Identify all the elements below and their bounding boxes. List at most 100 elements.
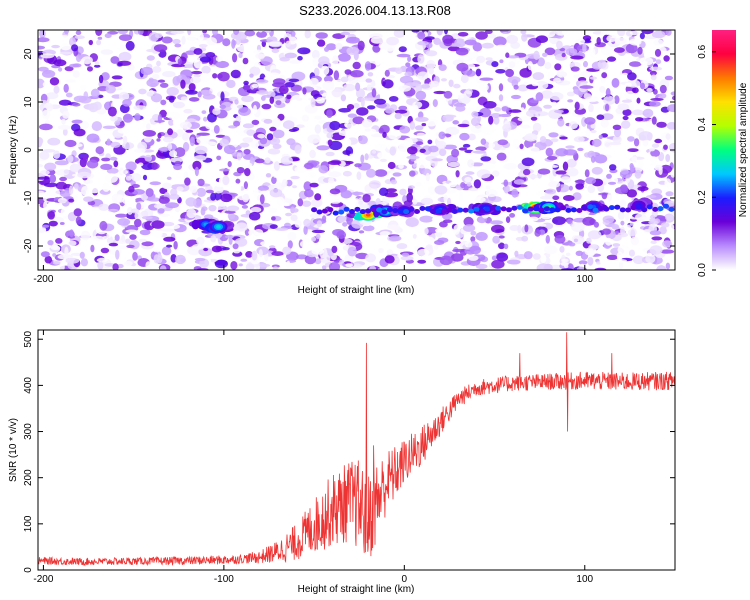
- heatmap-cell: [534, 162, 541, 168]
- heatmap-cell: [322, 80, 335, 91]
- heatmap-cell: [148, 32, 160, 42]
- heatmap-cell: [97, 36, 103, 40]
- heatmap-cell: [238, 52, 243, 59]
- heatmap-cell: [443, 114, 457, 119]
- x-tick-label: -100: [214, 574, 234, 585]
- heatmap-cell: [409, 121, 416, 130]
- heatmap-cell: [309, 149, 316, 159]
- heatmap-cell: [236, 167, 245, 174]
- heatmap-cell: [624, 211, 630, 221]
- heatmap-cell: [87, 184, 102, 194]
- heatmap-cell: [269, 245, 276, 249]
- heatmap-cell: [649, 163, 659, 167]
- heatmap-cell: [481, 125, 496, 135]
- heatmap-cell: [523, 251, 533, 260]
- heatmap-ridge-cell: [652, 206, 659, 212]
- heatmap-cell: [485, 189, 498, 197]
- heatmap-cell: [216, 155, 222, 161]
- heatmap-cell: [343, 83, 356, 92]
- heatmap-cell: [533, 50, 540, 60]
- heatmap-cell: [378, 247, 384, 254]
- heatmap-cell: [603, 95, 616, 105]
- heatmap-cell: [328, 177, 335, 184]
- heatmap-cell: [62, 254, 73, 258]
- heatmap-cell: [531, 82, 539, 87]
- heatmap-cell: [227, 212, 236, 220]
- heatmap-cell: [454, 38, 466, 48]
- heatmap-cell: [601, 192, 608, 200]
- heatmap-cell: [572, 192, 582, 201]
- heatmap-cell: [659, 84, 667, 94]
- heatmap-cell: [287, 240, 293, 249]
- heatmap-cell: [129, 234, 137, 240]
- heatmap-ridge-cell: [598, 206, 604, 211]
- heatmap-cell: [150, 93, 163, 103]
- heatmap-cell: [60, 207, 68, 217]
- heatmap-cell: [378, 127, 384, 134]
- heatmap-ridge-cell: [468, 208, 475, 214]
- heatmap-cell: [38, 45, 45, 50]
- heatmap-cell: [404, 71, 413, 77]
- heatmap-cell: [663, 55, 670, 62]
- heatmap-cell: [475, 68, 482, 77]
- heatmap-cell: [415, 196, 420, 200]
- heatmap-cell: [629, 249, 635, 257]
- heatmap-cell: [414, 104, 419, 113]
- heatmap-cell: [624, 224, 631, 231]
- heatmap-cell: [59, 262, 65, 270]
- heatmap-cell: [310, 90, 320, 97]
- heatmap-cell: [236, 159, 250, 167]
- heatmap-cell: [470, 124, 483, 134]
- heatmap-ridge-cell: [657, 206, 664, 212]
- heatmap-cell: [151, 220, 165, 229]
- colorbar-label: Normalized spectral amplitude: [738, 82, 749, 217]
- heatmap-cell: [292, 185, 297, 189]
- heatmap-cell: [654, 48, 662, 57]
- heatmap-cell: [315, 97, 325, 104]
- heatmap-ridge-cell: [533, 206, 540, 212]
- heatmap-cell: [548, 181, 561, 188]
- heatmap-cell: [479, 77, 494, 81]
- heatmap-cell: [244, 168, 251, 177]
- heatmap-cell: [455, 105, 466, 112]
- heatmap-cell: [649, 230, 662, 236]
- heatmap-cell: [574, 179, 586, 184]
- heatmap-cell: [587, 185, 596, 194]
- heatmap-cell: [398, 85, 412, 92]
- heatmap-cell: [275, 100, 282, 106]
- heatmap-cell: [367, 72, 374, 77]
- heatmap-cell: [632, 87, 639, 94]
- heatmap-cell: [384, 69, 390, 77]
- heatmap-cell: [42, 82, 48, 87]
- heatmap-cell: [614, 95, 620, 104]
- heatmap-cell: [579, 85, 594, 89]
- heatmap-cell: [405, 217, 419, 228]
- heatmap-cell: [411, 30, 420, 33]
- heatmap-cell: [86, 133, 100, 143]
- heatmap-cell: [83, 196, 94, 202]
- heatmap-cell: [361, 119, 373, 128]
- heatmap-ridge-cell: [663, 203, 669, 209]
- heatmap-cell: [621, 120, 631, 129]
- heatmap-cell: [447, 197, 452, 206]
- heatmap-cell: [197, 178, 205, 187]
- heatmap-cell: [484, 30, 493, 34]
- heatmap-cell: [340, 190, 352, 199]
- heatmap-cell: [506, 34, 519, 44]
- heatmap-cell: [100, 49, 114, 55]
- heatmap-cell: [539, 223, 547, 227]
- heatmap-cell: [358, 233, 371, 239]
- heatmap-cell: [646, 195, 657, 198]
- heatmap-ridge-cell: [484, 206, 491, 212]
- heatmap-cell: [125, 175, 132, 181]
- heatmap-cell: [273, 161, 280, 171]
- heatmap-cell: [225, 234, 234, 239]
- heatmap-cell: [318, 165, 329, 174]
- heatmap-cell: [207, 112, 217, 123]
- heatmap-cell: [124, 261, 133, 266]
- heatmap-cell: [140, 210, 149, 217]
- heatmap-cell: [536, 263, 551, 270]
- heatmap-cell: [425, 50, 438, 57]
- heatmap-cell: [261, 123, 272, 129]
- heatmap-cell: [507, 55, 519, 59]
